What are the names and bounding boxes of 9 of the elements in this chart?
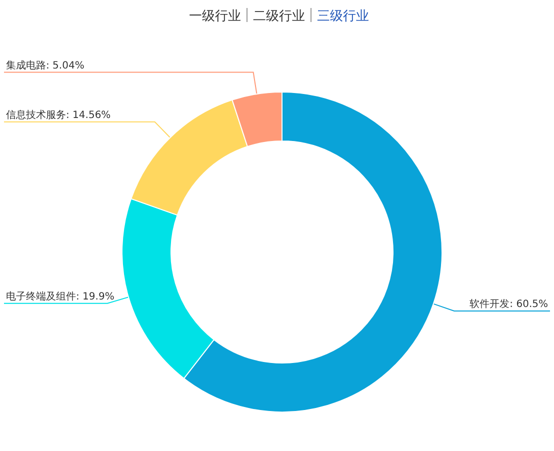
slice-label: 电子终端及组件	[6, 290, 76, 302]
data-label: : 19.9%	[76, 291, 114, 302]
data-label: : 14.56%	[66, 110, 111, 121]
data-label: : 5.04%	[46, 60, 84, 72]
slice-label: 集成电路	[6, 59, 46, 72]
tabs: 一级行业 二级行业 三级行业	[189, 8, 369, 24]
slice-label: 信息技术服务	[6, 108, 66, 121]
slice-label: 软件开发	[470, 298, 510, 310]
data-label: : 60.5%	[510, 298, 548, 310]
